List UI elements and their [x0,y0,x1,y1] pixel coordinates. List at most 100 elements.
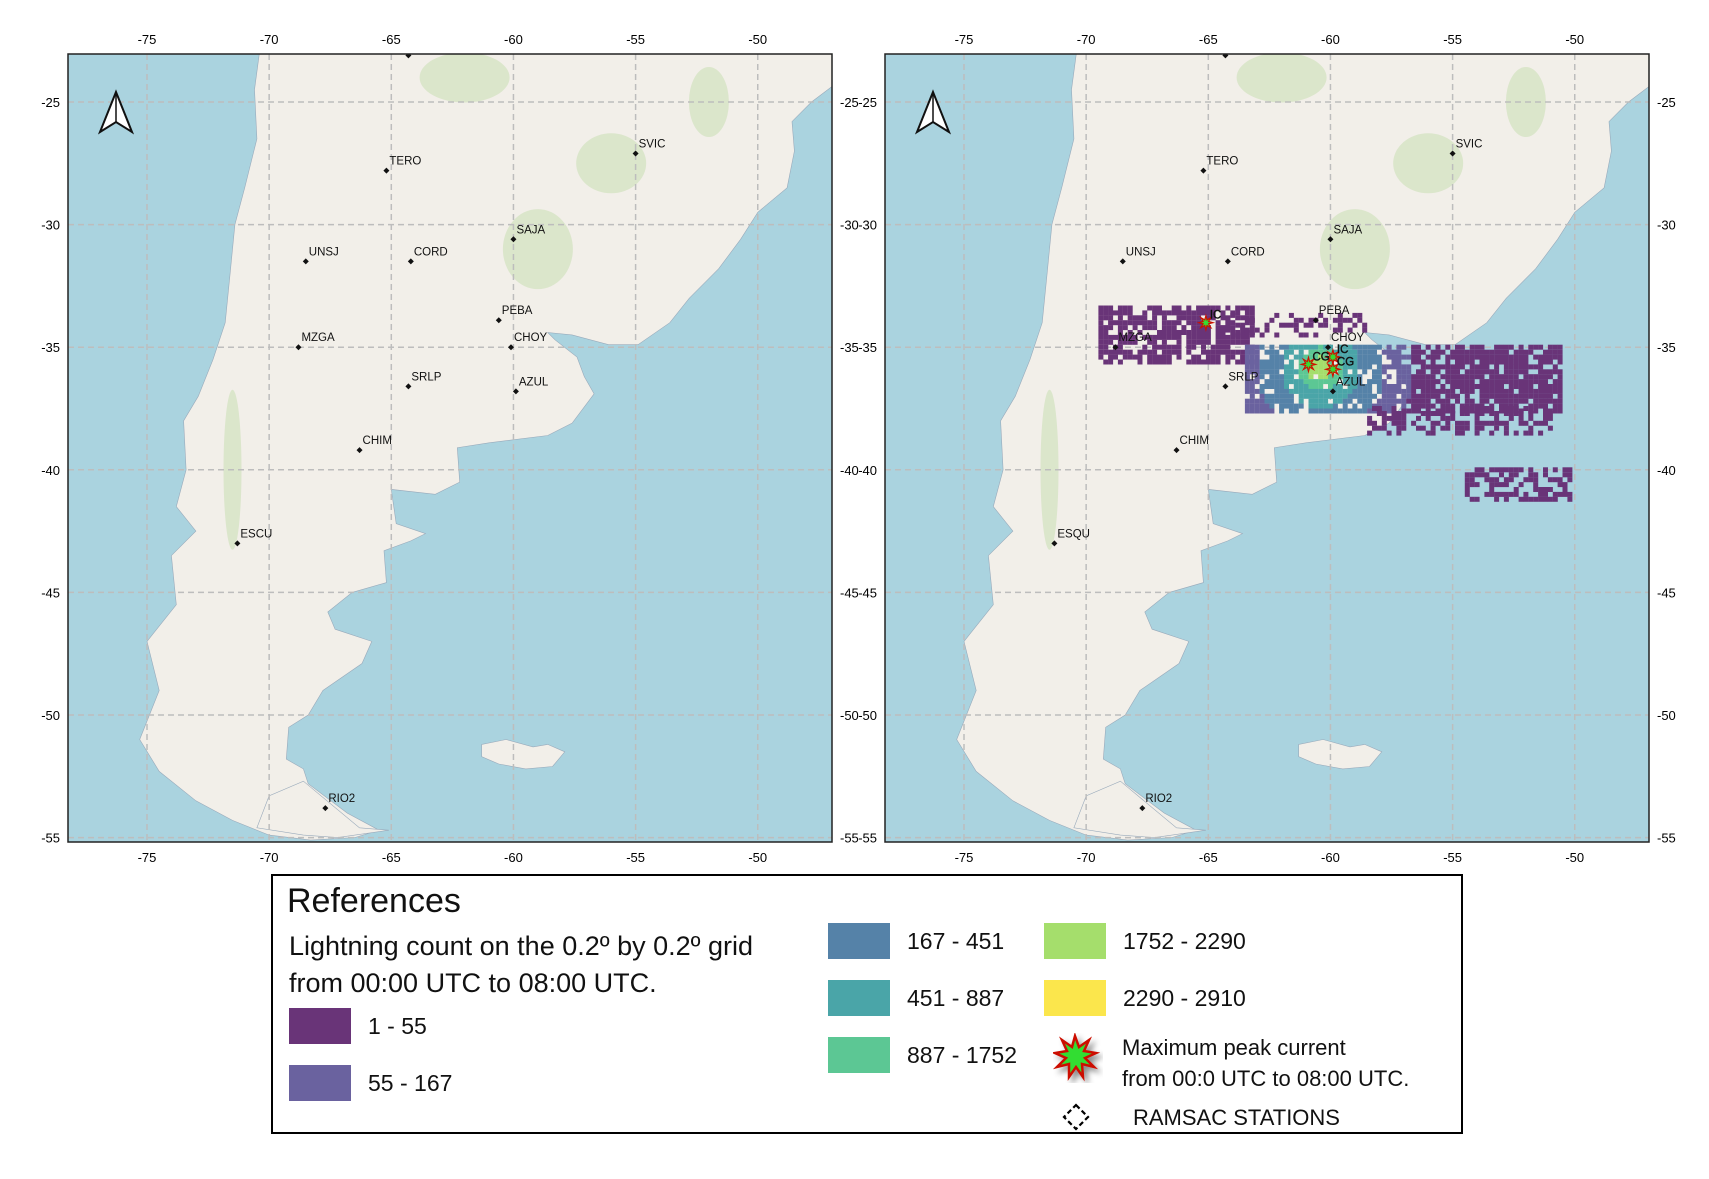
lightning-cell [1528,384,1534,389]
lightning-cell [1425,411,1431,416]
lightning-cell [1450,369,1456,375]
lightning-cell [1244,374,1250,380]
legend-class-label: 451 - 887 [907,984,1005,1011]
lightning-cell [1201,310,1206,316]
lightning-cell [1196,330,1202,335]
lightning-cell [1543,491,1548,497]
lightning-cell [1147,339,1153,345]
lightning-cell [1318,369,1324,375]
lightning-cell [1533,374,1539,380]
xtick-label-top: -65 [1199,32,1218,47]
peak-current-star-icon [1196,313,1216,332]
lightning-cell [1244,384,1250,389]
lightning-cell [1518,467,1524,473]
lightning-cell [1474,425,1480,431]
lightning-cell [1186,359,1192,365]
lightning-cell [1552,491,1558,497]
lightning-cell [1557,408,1563,414]
lightning-cell [1455,384,1460,389]
lightning-cell [1332,403,1338,409]
lightning-cell [1328,384,1333,389]
lightning-cell [1440,398,1446,404]
lightning-cell [1352,379,1358,385]
legend-class-label: 167 - 451 [907,927,1005,954]
lightning-cell [1391,384,1397,389]
station-marker-icon [407,258,414,265]
station-label: UNSJ [1126,246,1156,258]
lightning-cell [1420,425,1426,431]
lightning-cell [1284,349,1289,355]
lightning-cell [1264,359,1270,365]
lightning-cell [1528,496,1534,502]
lightning-cell [1513,359,1519,365]
lightning-cell [1538,398,1544,404]
lightning-cell [1235,315,1241,321]
lightning-cell [1538,359,1544,365]
lightning-cell [1469,344,1475,350]
lightning-cell [1259,403,1265,409]
lightning-cell [1391,411,1397,416]
xtick-label-bottom: -55 [626,850,645,865]
lightning-cell [1416,359,1421,365]
lightning-cell [1332,384,1338,389]
lightning-cell [1557,403,1563,409]
xtick-label-top: -70 [260,32,279,47]
lightning-cell [1098,339,1104,345]
lightning-cell [1127,330,1133,335]
lightning-cell [1279,364,1285,370]
lightning-cell [1484,359,1490,365]
lightning-cell [1196,359,1202,365]
lightning-cell [1176,330,1182,335]
lightning-cell [1469,384,1475,389]
lightning-cell [1464,388,1470,394]
lightning-cell [1352,349,1358,355]
station-marker-icon [632,150,639,157]
lightning-cell [1362,408,1368,414]
legend-class-2: 55 - 167 [289,1065,452,1101]
lightning-cell [1396,384,1402,389]
peak-marker-label: CG [1312,351,1329,363]
lightning-cell [1318,379,1324,385]
lightning-cell [1479,472,1485,478]
lightning-cell [1494,384,1500,389]
lightning-cell [1352,369,1358,375]
lightning-cell [1254,354,1260,360]
lightning-cell [1367,388,1373,394]
lightning-cell [1254,379,1260,385]
lightning-cell [1313,332,1319,338]
lightning-cell [1288,359,1294,365]
lightning-cell [1313,359,1319,365]
lightning-cell [1279,403,1285,409]
lightning-cell [1249,384,1255,389]
peak-current-line1: Maximum peak current [1122,1035,1346,1060]
lightning-cell [1474,403,1480,409]
lightning-cell [1445,420,1451,426]
lightning-cell [1205,330,1211,335]
lightning-cell [1562,491,1568,497]
lightning-cell [1547,398,1553,404]
lightning-cell [1318,359,1324,365]
lightning-cell [1557,369,1563,375]
lightning-cell [1489,374,1495,380]
lightning-cell [1484,364,1490,370]
lightning-cell [1474,349,1480,355]
lightning-cell [1362,403,1368,409]
lightning-cell [1499,359,1504,365]
xtick-label-bottom: -70 [1077,850,1096,865]
lightning-cell [1274,388,1280,394]
lightning-cell [1430,364,1436,370]
lightning-cell [1152,320,1158,326]
lightning-cell [1244,408,1250,414]
lightning-grid [1098,305,1573,502]
lightning-cell [1362,349,1368,355]
lightning-cell [1489,388,1495,394]
lightning-cell [1230,320,1236,326]
lightning-cell [1420,388,1426,394]
lightning-cell [1543,354,1548,360]
lightning-cell [1347,344,1353,350]
lightning-cell [1557,384,1563,389]
lightning-cell [1406,354,1412,360]
station-marker-icon [383,167,390,174]
lightning-cell [1196,334,1202,340]
lightning-cell [1381,403,1387,409]
